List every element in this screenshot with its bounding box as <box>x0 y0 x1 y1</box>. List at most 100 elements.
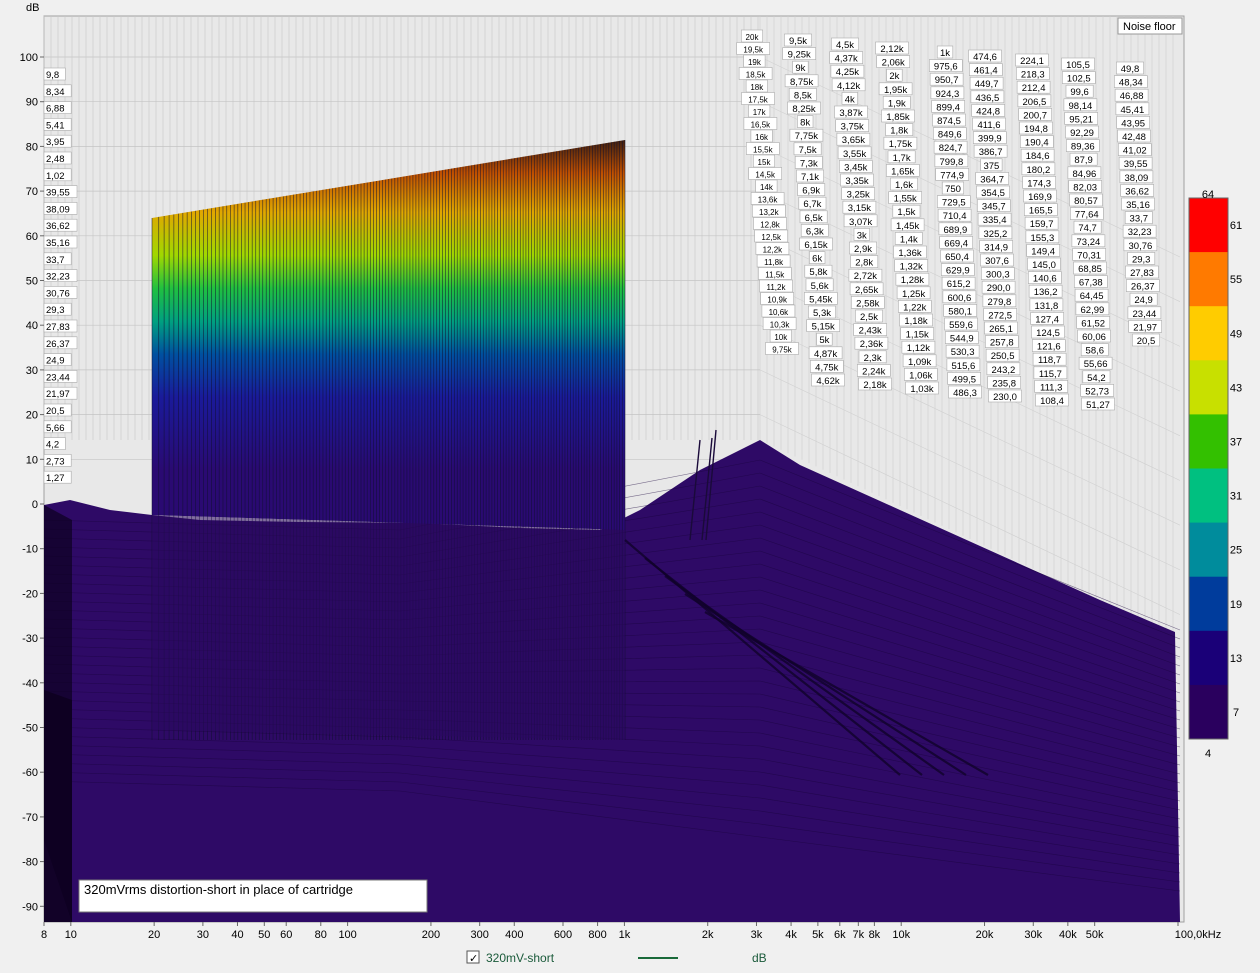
marker-label: 399,9 <box>972 131 1007 145</box>
svg-text:8,34: 8,34 <box>46 87 65 98</box>
legend-check-mark: ✓ <box>469 953 478 965</box>
svg-text:1,5k: 1,5k <box>897 207 915 218</box>
marker-label: 10,3k <box>762 317 797 330</box>
floor-left-wall <box>44 505 72 922</box>
svg-text:3,07k: 3,07k <box>849 217 872 228</box>
marker-label: 300,3 <box>980 267 1015 281</box>
svg-text:3,75k: 3,75k <box>841 122 864 133</box>
svg-text:149,4: 149,4 <box>1031 246 1055 257</box>
marker-label: 218,3 <box>1015 67 1050 81</box>
svg-text:4,2: 4,2 <box>46 440 59 451</box>
marker-label: 35,16 <box>1121 197 1155 211</box>
svg-text:1,9k: 1,9k <box>888 98 906 109</box>
legend-checkbox[interactable] <box>466 950 480 964</box>
svg-text:250,5: 250,5 <box>991 351 1015 362</box>
marker-label: 2,8k <box>850 255 879 269</box>
marker-label: 6,5k <box>799 210 828 224</box>
marker-label: 87,9 <box>1069 152 1098 166</box>
y-tick-label: 20 <box>26 410 38 422</box>
svg-text:95,21: 95,21 <box>1069 114 1093 125</box>
svg-text:165,5: 165,5 <box>1029 206 1053 217</box>
marker-label: 124,5 <box>1031 325 1065 339</box>
x-tick-label: 600 <box>554 929 572 941</box>
marker-label: 2,24k <box>856 364 891 377</box>
svg-text:8,75k: 8,75k <box>790 77 813 88</box>
svg-text:21,97: 21,97 <box>46 389 70 400</box>
svg-text:12,8k: 12,8k <box>760 221 781 230</box>
marker-label: 17k <box>748 104 771 118</box>
svg-text:2,5k: 2,5k <box>860 312 878 323</box>
svg-text:6,88: 6,88 <box>46 104 65 115</box>
marker-label: 799,8 <box>934 154 969 168</box>
marker-label: 43,95 <box>1116 116 1150 129</box>
marker-label: 975,6 <box>928 59 963 73</box>
marker-label: 52,73 <box>1080 384 1114 397</box>
marker-label: 190,4 <box>1019 135 1054 149</box>
x-tick-label: 40k <box>1059 929 1077 941</box>
y-axis-ticks: 1009080706050403020100-10-20-30-40-50-60… <box>20 52 44 913</box>
colorbar-segment <box>1189 576 1228 632</box>
svg-text:424,8: 424,8 <box>976 106 1000 117</box>
marker-label: 165,5 <box>1024 203 1058 217</box>
marker-label: 279,8 <box>982 294 1017 308</box>
marker-label: 30,76 <box>1123 238 1158 252</box>
left-marker-label: 3,95 <box>43 134 72 148</box>
colorbar-segment <box>1189 684 1228 740</box>
marker-label: 7,75k <box>789 128 824 142</box>
svg-text:1,45k: 1,45k <box>896 221 919 232</box>
svg-text:127,4: 127,4 <box>1035 314 1059 325</box>
svg-text:30,76: 30,76 <box>46 288 70 299</box>
svg-text:386,7: 386,7 <box>979 147 1003 158</box>
svg-text:1,28k: 1,28k <box>901 275 924 286</box>
left-marker-label: 36,62 <box>43 218 78 232</box>
svg-text:729,5: 729,5 <box>942 198 966 209</box>
svg-text:169,9: 169,9 <box>1028 192 1052 203</box>
left-marker-label: 6,88 <box>43 101 72 115</box>
x-tick-label: 400 <box>505 929 523 941</box>
marker-label: 1,5k <box>892 204 921 218</box>
marker-label: 20,5 <box>1132 333 1160 347</box>
svg-text:1,8k: 1,8k <box>890 126 908 137</box>
colorbar-segment <box>1189 468 1228 524</box>
marker-label: 3,45k <box>838 160 873 173</box>
svg-text:3k: 3k <box>857 230 867 241</box>
marker-label: 8,25k <box>787 101 821 115</box>
svg-text:39,55: 39,55 <box>1124 159 1148 170</box>
svg-text:20,5: 20,5 <box>46 406 65 417</box>
svg-text:580,1: 580,1 <box>948 306 972 317</box>
marker-label: 108,4 <box>1035 393 1069 407</box>
marker-label: 19,5k <box>736 42 771 55</box>
marker-label: 1,6k <box>890 177 918 191</box>
x-tick-label: 80 <box>315 929 327 941</box>
svg-text:5,45k: 5,45k <box>809 294 832 305</box>
svg-text:13,6k: 13,6k <box>758 196 779 205</box>
svg-text:80,57: 80,57 <box>1074 196 1098 207</box>
marker-label: 4k <box>841 92 858 105</box>
svg-text:14,5k: 14,5k <box>755 171 776 180</box>
marker-label: 6,7k <box>798 196 827 210</box>
svg-text:235,8: 235,8 <box>992 378 1016 389</box>
marker-label: 1,28k <box>895 272 930 286</box>
svg-text:600,6: 600,6 <box>948 293 972 304</box>
svg-text:5,8k: 5,8k <box>809 267 827 278</box>
marker-label: 224,1 <box>1015 53 1049 67</box>
marker-label: 60,06 <box>1077 329 1111 343</box>
marker-label: 18,5k <box>738 67 773 80</box>
svg-text:1,02: 1,02 <box>46 171 65 182</box>
svg-text:121,6: 121,6 <box>1037 342 1061 353</box>
svg-text:3,65k: 3,65k <box>842 135 865 146</box>
marker-label: 3,55k <box>837 146 872 160</box>
svg-text:335,4: 335,4 <box>983 215 1007 226</box>
marker-label: 6,9k <box>797 183 826 197</box>
svg-text:2,9k: 2,9k <box>854 244 872 255</box>
svg-text:3,35k: 3,35k <box>845 176 868 187</box>
marker-label: 9,75k <box>765 342 799 355</box>
marker-label: 3,25k <box>841 187 876 201</box>
x-tick-label: 8 <box>41 929 47 941</box>
svg-text:174,3: 174,3 <box>1027 178 1051 189</box>
svg-text:55,66: 55,66 <box>1084 359 1108 370</box>
marker-label: 62,99 <box>1075 302 1110 316</box>
svg-text:1,06k: 1,06k <box>909 370 932 381</box>
marker-label: 149,4 <box>1026 244 1060 257</box>
marker-label: 411,6 <box>972 117 1006 131</box>
